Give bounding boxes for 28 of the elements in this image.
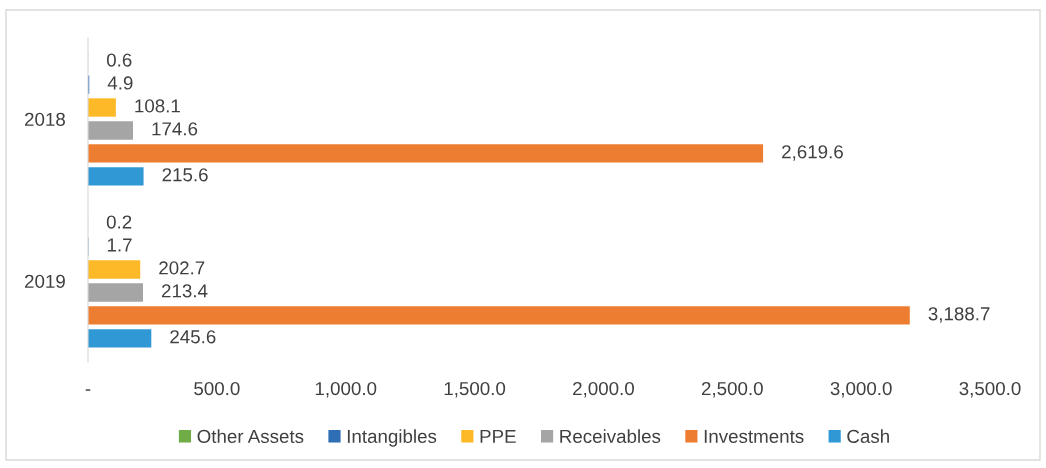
data-label: 108.1	[135, 99, 180, 113]
data-label: 0.6	[106, 53, 132, 67]
x-tick-label: 500.0	[194, 381, 240, 396]
data-label: 4.9	[107, 76, 133, 90]
legend-label: PPE	[480, 429, 516, 443]
x-tick-label: 3,500.0	[959, 381, 1021, 398]
legend-label: Intangibles	[347, 429, 437, 447]
x-tick-label: 1,500.0	[444, 381, 506, 398]
legend-label: Other Assets	[197, 429, 304, 444]
x-tick-label: 2,000.0	[573, 381, 634, 398]
data-label: 1.7	[107, 238, 132, 252]
x-tick-label: -	[85, 389, 91, 391]
x-tick-label: 2,500.0	[701, 381, 763, 398]
data-label: 3,188.7	[928, 307, 990, 323]
x-tick-label: 1,000.0	[315, 381, 377, 398]
data-label: 202.7	[159, 261, 205, 275]
x-tick-label: 3,000.0	[830, 381, 892, 398]
y-tick-label: 2018	[25, 112, 65, 126]
data-label: 215.6	[162, 168, 208, 182]
data-label: 2,619.6	[782, 145, 843, 161]
legend-label: Receivables	[560, 429, 661, 444]
legend-label: Investments	[704, 429, 804, 444]
data-label: 213.4	[162, 284, 208, 298]
legend-label: Cash	[847, 429, 889, 444]
data-label: 174.6	[152, 122, 198, 136]
data-label: 0.2	[106, 215, 132, 229]
data-label: 245.6	[170, 330, 216, 344]
y-tick-label: 2019	[25, 274, 65, 288]
